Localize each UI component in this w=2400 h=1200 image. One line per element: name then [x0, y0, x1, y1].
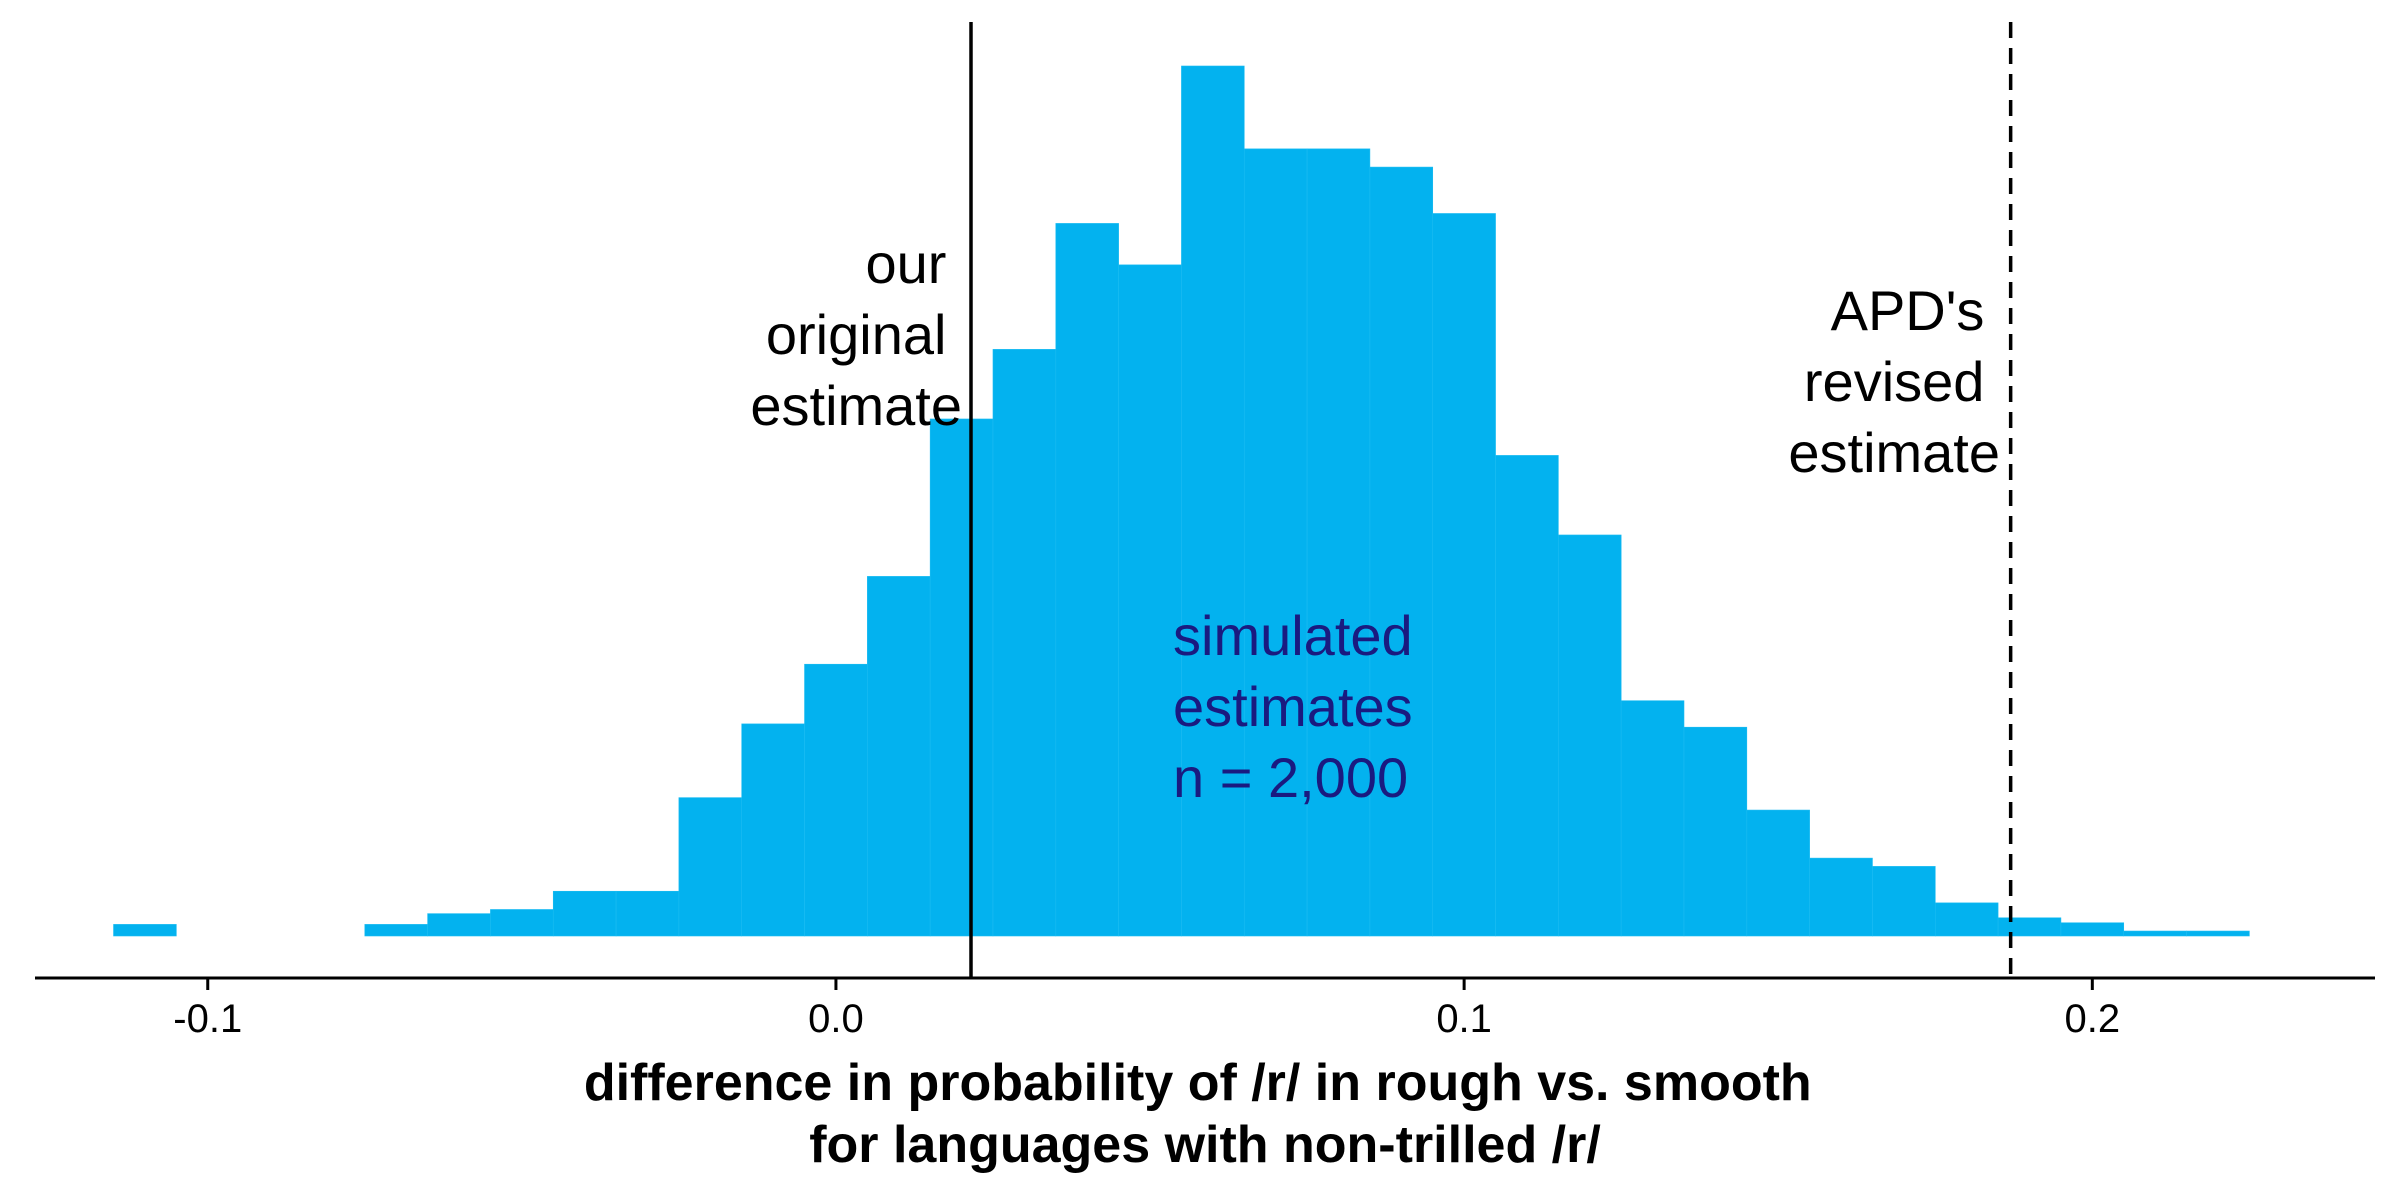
original-estimate-label-line: our: [866, 232, 947, 295]
x-axis-title-line: for languages with non-trilled /r/: [809, 1116, 1601, 1174]
histogram-bar: [1495, 455, 1559, 937]
histogram-bar: [1934, 902, 1999, 937]
histogram-bar: [1181, 65, 1245, 937]
histogram-bar: [1558, 534, 1622, 937]
original-estimate-label-line: original: [766, 303, 947, 366]
histogram-bar: [1620, 700, 1685, 937]
histogram-bar: [490, 909, 554, 937]
histogram-bar: [2060, 922, 2125, 937]
revised-estimate-label-line: revised: [1804, 350, 1985, 413]
histogram-bar: [867, 576, 931, 937]
histogram-bar: [741, 723, 805, 937]
histogram-bar: [1243, 148, 1308, 937]
simulated-estimates-line: estimates: [1173, 675, 1413, 738]
simulated-estimates-line: simulated: [1173, 604, 1413, 667]
histogram-bar: [1306, 148, 1371, 937]
histogram-bar: [1746, 809, 1810, 937]
x-tick-label: 0.1: [1436, 997, 1492, 1041]
histogram-bar: [615, 890, 680, 937]
histogram-bar: [1872, 866, 1936, 937]
x-tick-label: 0.2: [2065, 997, 2121, 1041]
histogram-bar: [113, 924, 177, 937]
revised-estimate-label: APD's revised estimate: [1788, 279, 2000, 484]
x-axis-title-line: difference in probability of /r/ in roug…: [584, 1054, 1812, 1112]
histogram-bar: [929, 418, 994, 937]
histogram-bar: [364, 924, 428, 937]
histogram-bar: [1118, 264, 1182, 937]
histogram-bar: [1055, 223, 1119, 937]
simulated-estimates-line: n = 2,000: [1173, 746, 1408, 809]
histogram-bars: [113, 65, 2250, 937]
x-tick-label: 0.0: [808, 997, 864, 1041]
histogram-bar: [1809, 857, 1873, 937]
histogram-bar: [1369, 166, 1434, 937]
histogram-bar: [1683, 726, 1748, 937]
revised-estimate-label-line: estimate: [1788, 421, 2000, 484]
revised-estimate-label-line: APD's: [1831, 279, 1985, 342]
reference-lines: [969, 22, 2013, 978]
histogram-bar: [1432, 213, 1496, 937]
simulated-estimates-annotation: simulated estimates n = 2,000: [1173, 604, 1428, 809]
x-axis-title: difference in probability of /r/ in roug…: [584, 1054, 1826, 1174]
histogram-bar: [1997, 917, 2062, 937]
histogram-bar: [804, 663, 868, 937]
histogram-bar: [2186, 930, 2250, 937]
histogram-bar: [992, 349, 1057, 937]
histogram-bar: [552, 890, 617, 937]
histogram-bar: [2123, 930, 2187, 937]
histogram-bar: [427, 913, 491, 937]
x-axis-ticks: -0.1 0.0 0.1 0.2: [173, 978, 2120, 1041]
x-tick-label: -0.1: [173, 997, 242, 1041]
original-estimate-label: our original estimate: [750, 232, 962, 437]
histogram-bar: [678, 797, 743, 937]
original-estimate-label-line: estimate: [750, 374, 962, 437]
